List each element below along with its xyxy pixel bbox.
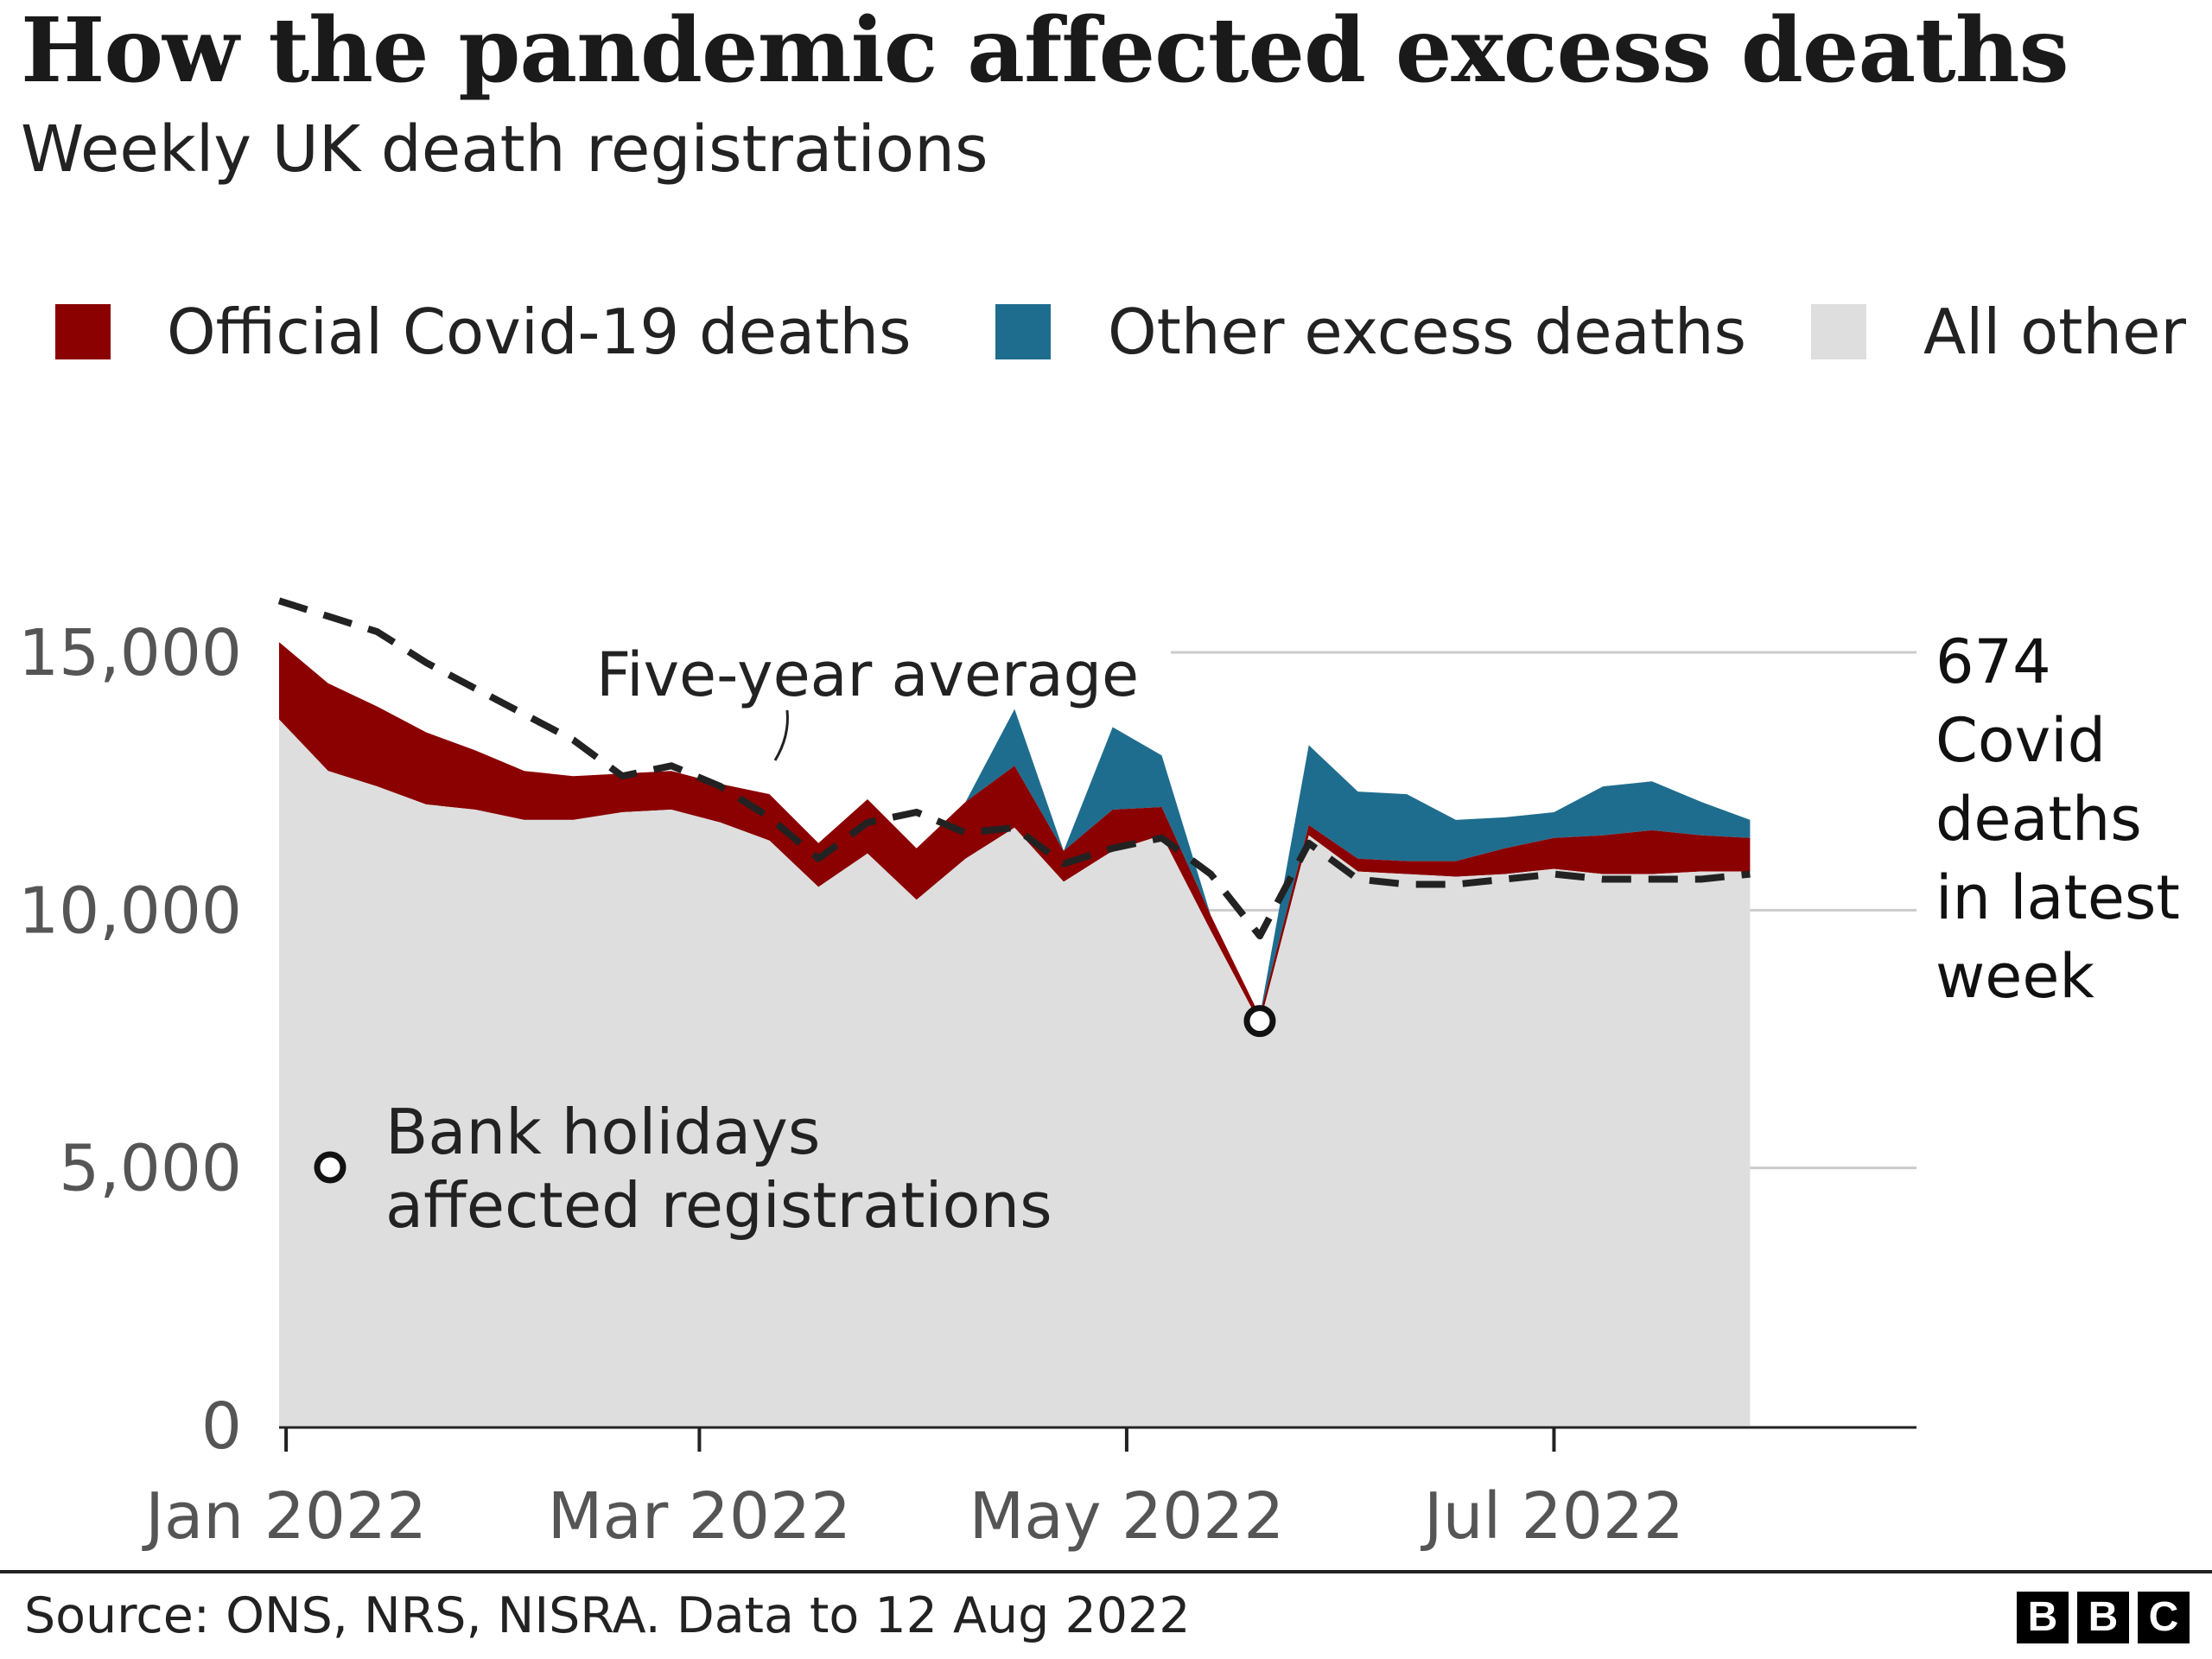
latest-week-note-line: deaths	[1936, 784, 2142, 855]
legend-swatch	[1811, 304, 1866, 359]
bank-holiday-marker	[1243, 1005, 1276, 1038]
latest-week-note-line: Covid	[1936, 705, 2106, 776]
latest-week-note-line: in latest	[1936, 862, 2180, 933]
y-tick-label: 10,000	[18, 874, 242, 948]
bank-holiday-legend-marker	[314, 1151, 346, 1184]
latest-week-note-line: 674	[1936, 626, 2051, 697]
y-tick-label: 15,000	[18, 616, 242, 690]
bank-holiday-note-line: Bank holidays	[385, 1096, 820, 1168]
five-year-average-leader	[773, 709, 789, 761]
bbc-logo-letter: B	[2017, 1592, 2069, 1643]
bbc-logo-letter: C	[2138, 1592, 2190, 1643]
bank-holiday-note-line: affected registrations	[385, 1169, 1052, 1242]
x-tick-label: Jul 2022	[1421, 1479, 1684, 1554]
area-all-other-deaths	[279, 719, 1751, 1426]
source-note: Source: ONS, NRS, NISRA. Data to 12 Aug …	[24, 1587, 1191, 1644]
excess-deaths-chart: Official Covid-19 deaths Other excess dea…	[18, 296, 2186, 1554]
chart-subtitle: Weekly UK death registrations	[21, 112, 988, 187]
legend-label: Other excess deaths	[1108, 296, 1746, 368]
legend-swatch	[995, 304, 1051, 359]
area-other-excess-deaths	[279, 642, 1751, 1016]
legend-swatch	[55, 304, 111, 359]
x-tick-label: May 2022	[969, 1479, 1285, 1554]
latest-week-note-line: week	[1936, 941, 2094, 1012]
legend-label: All other	[1923, 296, 2186, 368]
x-tick-label: Jan 2022	[142, 1479, 427, 1554]
footer-divider	[0, 1570, 2212, 1573]
x-tick-label: Mar 2022	[548, 1479, 851, 1554]
y-tick-label: 5,000	[59, 1132, 242, 1206]
y-tick-label: 0	[201, 1389, 242, 1464]
chart-title: How the pandemic affected excess deaths	[21, 0, 2069, 103]
legend-label: Official Covid-19 deaths	[167, 296, 912, 368]
five-year-average-label: Five-year average	[596, 639, 1139, 710]
bbc-logo: B B C	[2017, 1592, 2190, 1643]
bbc-logo-letter: B	[2077, 1592, 2129, 1643]
